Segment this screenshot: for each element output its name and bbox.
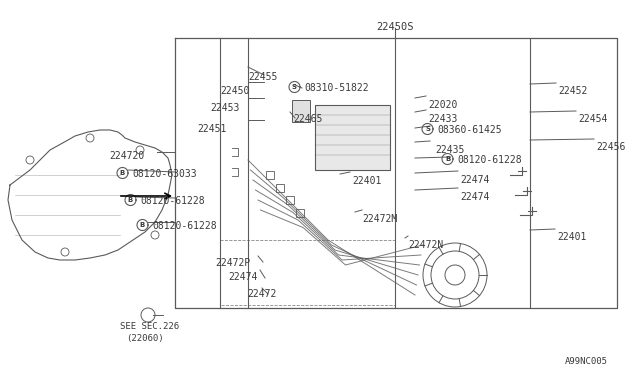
Text: 22454: 22454 (578, 114, 607, 124)
Text: 08120-61228: 08120-61228 (457, 155, 522, 165)
Text: B: B (140, 222, 145, 228)
Text: 22433: 22433 (428, 114, 458, 124)
Text: 22474: 22474 (228, 272, 257, 282)
Text: 22474: 22474 (460, 192, 490, 202)
Bar (292, 100, 310, 122)
Text: B: B (120, 170, 125, 176)
Text: 22401: 22401 (352, 176, 381, 186)
Text: 22453: 22453 (210, 103, 239, 113)
Text: B: B (445, 156, 450, 162)
Bar (266, 171, 274, 179)
Text: 22401: 22401 (557, 232, 586, 242)
Text: 22450: 22450 (220, 86, 250, 96)
Text: (22060): (22060) (126, 334, 164, 343)
Bar (315, 105, 390, 170)
Bar (286, 196, 294, 204)
Text: 22450S: 22450S (376, 22, 413, 32)
Text: 08310-51822: 08310-51822 (304, 83, 369, 93)
Text: 22472P: 22472P (215, 258, 250, 268)
Text: 08120-61228: 08120-61228 (140, 196, 205, 206)
Text: 22456: 22456 (596, 142, 625, 152)
Text: 22020: 22020 (428, 100, 458, 110)
Text: 08120-61228: 08120-61228 (152, 221, 216, 231)
Text: A99NC005: A99NC005 (565, 357, 608, 366)
Text: B: B (128, 197, 133, 203)
Text: S: S (425, 126, 430, 132)
Text: 22452: 22452 (558, 86, 588, 96)
Bar (220, 240, 395, 305)
Text: 224720: 224720 (109, 151, 144, 161)
Bar (296, 209, 304, 217)
Text: 22451: 22451 (197, 124, 227, 134)
Text: SEE SEC.226: SEE SEC.226 (120, 322, 179, 331)
Text: 22472N: 22472N (408, 240, 444, 250)
Text: 22472M: 22472M (362, 214, 397, 224)
Text: S: S (292, 84, 297, 90)
Text: 22435: 22435 (435, 145, 465, 155)
Bar (276, 184, 284, 192)
Text: 22455: 22455 (248, 72, 277, 82)
Text: 22474: 22474 (460, 175, 490, 185)
Text: 22465: 22465 (293, 114, 323, 124)
Text: 08120-63033: 08120-63033 (132, 169, 196, 179)
Text: 22472: 22472 (247, 289, 276, 299)
Text: 08360-61425: 08360-61425 (437, 125, 502, 135)
